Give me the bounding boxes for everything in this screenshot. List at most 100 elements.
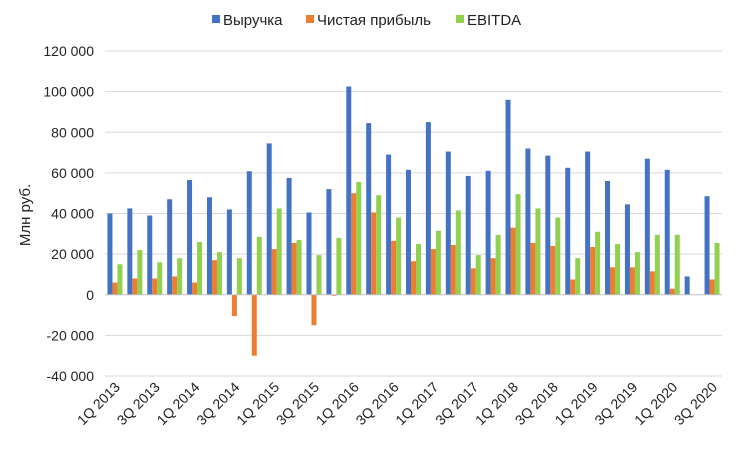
y-axis-label: Млн руб. [17,184,34,246]
bar [197,241,203,295]
bar [167,199,173,295]
bar [236,258,242,295]
bar [495,234,501,295]
bar [455,210,461,295]
bar [530,242,536,295]
bar [211,260,217,295]
bar [505,99,511,295]
x-tick-label: 1Q 2016 [313,379,362,428]
bar [127,208,133,295]
bar [684,276,690,295]
bar [555,217,561,295]
bar [346,86,352,295]
bar [644,158,650,295]
bar [664,169,670,295]
bar [336,237,342,295]
y-tick-label: -40 000 [47,368,95,384]
bar [117,264,123,295]
bar [371,212,377,295]
bar [406,169,411,295]
bar [187,179,193,295]
bar [266,143,272,295]
legend-label: Выручка [223,12,283,29]
x-tick-label: 1Q 2015 [233,379,282,428]
x-tick-label: 3Q 2017 [432,379,481,428]
y-tick-label: 40 000 [51,206,94,222]
bar [615,243,621,295]
bar [316,255,322,295]
x-tick-label: 3Q 2015 [273,379,322,428]
bar [132,278,138,295]
bar [465,175,471,295]
bar [525,148,531,295]
bar [445,151,451,295]
bar [510,227,516,295]
bar [216,252,222,295]
y-tick-label: 80 000 [51,124,94,140]
x-tick-label: 3Q 2016 [352,379,401,428]
legend: Выручка Чистая прибыль EBITDA [212,12,521,29]
bar [366,123,372,295]
bar [709,279,715,295]
bar [137,250,143,295]
bar [649,271,655,295]
bar [286,177,292,295]
bar [356,182,362,295]
bar [450,244,456,295]
x-tick-label: 3Q 2018 [512,379,561,428]
bar [411,261,416,295]
bar [430,249,436,295]
x-tick-label: 3Q 2014 [193,379,242,428]
bar [246,171,252,295]
bar [485,170,491,295]
bar [271,249,277,295]
bar [351,193,357,295]
bar [391,240,397,295]
bar [147,215,153,295]
bar [107,213,113,295]
x-tick-label: 1Q 2018 [472,379,521,428]
bar [610,267,616,295]
bar [634,252,640,295]
bar [231,294,237,317]
legend-label: EBITDA [467,12,521,29]
bar [624,204,630,295]
bar [575,258,581,295]
bar [629,267,635,295]
legend-label: Чистая прибыль [317,12,431,29]
bar [490,258,496,295]
y-tick-label: 0 [86,287,94,303]
bar [475,255,481,295]
x-tick-label: 1Q 2017 [392,379,441,428]
y-tick-label: 100 000 [43,84,94,100]
legend-swatch [212,15,220,23]
bar [177,258,183,295]
x-tick-label: 1Q 2020 [631,379,680,428]
bar [291,242,297,295]
bar [256,236,262,295]
bar [535,208,541,295]
bar [595,231,601,295]
bar [311,294,317,326]
bar [714,242,720,295]
x-tick-label: 3Q 2019 [591,379,640,428]
y-tick-labels: 120 000 100 000 80 000 60 000 40 000 20 000 0 -… [43,43,94,384]
bar [376,195,382,295]
bar [112,282,118,295]
y-tick-label: 60 000 [51,165,94,181]
bar [157,262,163,295]
x-tick-label: 1Q 2014 [153,379,202,428]
bar [550,246,556,295]
bar [470,268,476,295]
bar [654,234,660,295]
bar [674,234,680,295]
bar [331,294,337,296]
bar [226,209,232,295]
bar [515,194,521,295]
bar [192,282,198,295]
x-tick-label: 3Q 2013 [114,379,163,428]
bar [306,212,312,295]
x-tick-label: 1Q 2019 [551,379,600,428]
